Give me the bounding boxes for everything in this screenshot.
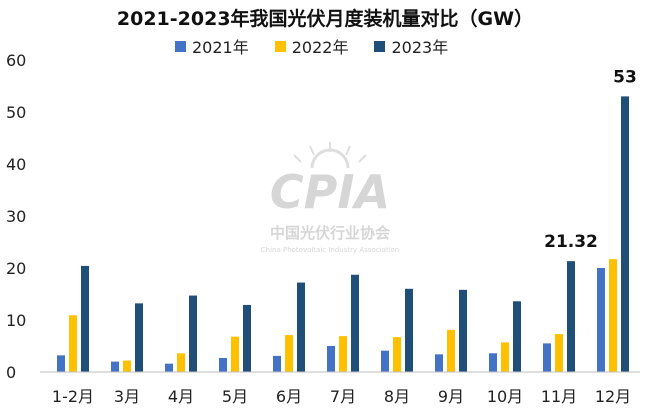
data-label: 21.32 [544,232,598,252]
x-tick-label: 3月 [114,387,140,406]
watermark-logo-text: CPIA [270,165,390,219]
watermark-org-cn: 中国光伏行业协会 [270,224,390,242]
bar-2021年-11月 [543,343,551,372]
bar-2023年-4月 [189,295,197,372]
bar-2023年-6月 [297,282,305,372]
legend-swatch-2023 [374,40,386,52]
bar-2023年-5月 [243,304,251,372]
legend-item-2023: 2023年 [374,34,448,58]
bar-2023年-8月 [405,288,413,372]
bar-2022年-3月 [123,360,131,372]
y-tick-label: 50 [6,103,26,122]
bar-2022年-5月 [231,336,239,372]
bar-2022年-6月 [285,335,293,372]
data-label: 53 [613,67,637,87]
bar-2021年-1-2月 [57,355,65,372]
bar-2022年-7月 [339,336,347,372]
x-tick-label: 12月 [595,387,631,406]
x-tick-label: 6月 [276,387,302,406]
legend-label-2022: 2022年 [291,38,349,57]
x-tick-label: 9月 [438,387,464,406]
x-tick-label: 8月 [384,387,410,406]
bar-2021年-9月 [435,354,443,372]
bar-2021年-3月 [111,361,119,372]
legend-item-2021: 2021年 [175,34,249,58]
chart-title: 2021-2023年我国光伏月度装机量对比（GW） [116,8,534,30]
legend-item-2022: 2022年 [274,34,349,58]
bar-2021年-12月 [597,268,605,372]
legend: 2021年 2022年 2023年 [175,34,448,58]
bar-2021年-7月 [327,346,335,372]
bar-2023年-12月 [621,96,629,373]
y-tick-label: 30 [6,207,26,226]
bar-2023年-11月 [567,261,575,372]
bar-2022年-12月 [609,259,617,372]
bar-2021年-8月 [381,350,389,372]
bar-2023年-7月 [351,274,359,372]
bar-2022年-10月 [501,342,509,372]
x-axis-ticks: 1-2月 3月 4月 5月 6月 7月 8月 9月 10月 11月 12月 [52,387,631,406]
y-axis-ticks: 0 10 20 30 40 50 60 [6,51,26,382]
legend-swatch-2022 [274,40,286,52]
data-labels: 21.32 53 [544,67,637,252]
bar-2021年-10月 [489,353,497,372]
bar-2023年-3月 [135,303,143,372]
bar-2022年-1-2月 [69,315,77,372]
bar-2022年-8月 [393,337,401,372]
y-tick-label: 60 [6,51,26,70]
x-tick-label: 10月 [487,387,523,406]
bar-2022年-9月 [447,329,455,372]
bar-2021年-5月 [219,357,227,372]
bar-2021年-6月 [273,355,281,372]
y-tick-label: 20 [6,259,26,278]
bar-2022年-4月 [177,353,185,372]
bar-2023年-10月 [513,301,521,372]
bar-2023年-9月 [459,289,467,372]
legend-label-2021: 2021年 [192,38,249,57]
y-tick-label: 10 [6,311,26,330]
legend-label-2023: 2023年 [391,38,449,57]
bar-2023年-1-2月 [81,265,89,372]
bar-2022年-11月 [555,334,563,372]
y-tick-label: 0 [6,363,16,382]
watermark-org-en: China Photovoltaic Industry Association [261,246,400,254]
x-tick-label: 7月 [330,387,356,406]
x-tick-label: 5月 [222,387,248,406]
y-tick-label: 40 [6,155,26,174]
legend-swatch-2021 [175,40,186,52]
bar-2021年-4月 [165,363,173,372]
x-tick-label: 4月 [168,387,194,406]
x-tick-label: 11月 [541,387,577,406]
bars [57,96,629,373]
cpia-watermark-logo: CPIA 中国光伏行业协会 China Photovoltaic Industr… [261,142,400,254]
x-tick-label: 1-2月 [52,387,94,406]
